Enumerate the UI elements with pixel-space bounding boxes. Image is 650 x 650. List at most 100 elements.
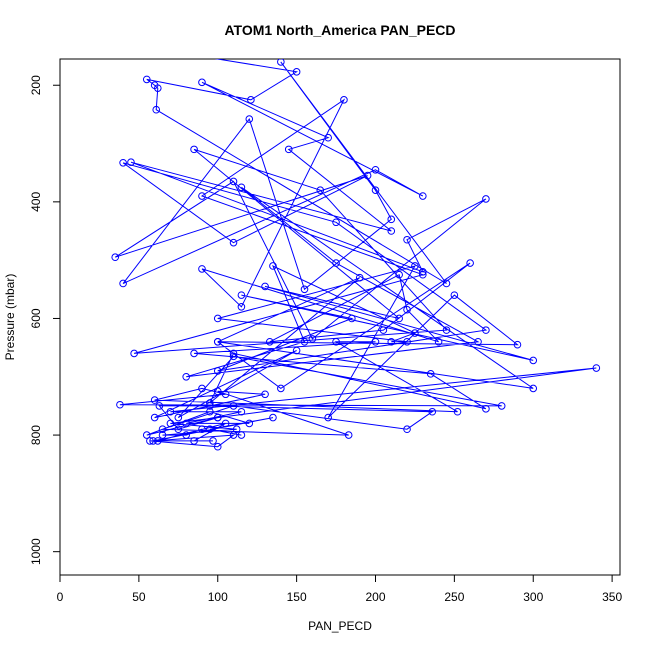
data-point [158,431,167,439]
data-point [300,337,309,346]
data-point [474,337,482,346]
data-point [379,326,388,334]
data-point [182,419,190,428]
data-point [403,425,411,434]
data-point [88,35,95,42]
x-axis-label: PAN_PECD [308,619,372,633]
data-point [387,227,396,235]
data-point [245,419,254,428]
data-point [198,384,206,393]
data-point [442,279,451,288]
data-point [348,314,356,323]
data-point [213,337,222,346]
data-point [426,370,435,378]
data-point [247,96,255,104]
data-point [245,115,254,123]
data-point [198,265,206,273]
data-point [213,314,222,323]
data-point [158,425,167,434]
x-tick-label: 0 [57,590,64,604]
data-point [332,259,340,267]
data-point [206,399,214,407]
data-point [237,302,246,311]
data-point [198,425,206,434]
data-point [324,133,332,142]
data-point [182,372,190,381]
data-point [513,340,522,349]
data-point [403,235,411,244]
data-point [142,75,151,84]
data-point [116,400,124,409]
data-point [209,437,217,445]
y-tick-label: 1000 [29,538,43,565]
data-point [419,270,427,279]
data-point [344,431,353,439]
data-point [198,192,206,200]
data-point [482,326,490,334]
data-point [229,349,238,358]
data-point [237,407,246,416]
data-point [261,282,269,291]
data-point [355,273,364,282]
data-point [261,390,269,399]
data-point [371,337,380,346]
x-tick-label: 200 [365,590,385,604]
data-point [213,442,222,451]
data-point [403,305,411,314]
y-axis-label: Pressure (mbar) [3,274,17,361]
data-point [316,186,325,194]
y-tick-label: 600 [29,308,43,328]
data-point [592,364,601,372]
data-point [190,437,198,445]
data-point [154,84,162,92]
data-point [277,384,285,393]
x-tick-label: 250 [444,590,464,604]
x-tick-label: 50 [132,590,146,604]
y-tick-label: 400 [29,192,43,212]
data-point [419,192,427,200]
data-point [371,165,380,174]
data-point [221,390,230,399]
data-point [150,396,159,404]
data-point [150,413,159,422]
data-point [182,431,190,439]
data-point [395,314,403,323]
y-tick-label: 800 [29,425,43,445]
data-point [119,158,127,167]
x-axis: 0 50 100 150 200 250 300 350 [57,574,622,604]
data-point [130,349,138,358]
data-point [482,405,490,413]
x-tick-label: 150 [287,590,307,604]
data-point [442,326,451,334]
data-point [237,431,246,439]
data-point [277,59,285,66]
data-point [371,186,380,194]
data-point [419,268,427,276]
data-point [229,431,238,439]
data-point [450,291,459,299]
x-tick-label: 350 [602,590,622,604]
x-tick-label: 100 [208,590,228,604]
data-point [237,183,246,192]
data-point [363,171,372,180]
data-point [213,387,222,396]
data-point [482,195,490,203]
data-point [149,437,157,445]
data-point [213,413,222,422]
y-axis: 200 400 600 800 1000 [29,75,61,565]
data-point [387,215,396,224]
data-point [269,262,277,270]
data-point [387,337,396,346]
data-point [232,425,241,434]
data-point [453,407,462,416]
data-point [229,352,238,361]
data-point [229,402,238,410]
data-point [497,402,506,410]
data-point [198,78,206,87]
data-point [428,407,437,416]
data-point [213,367,222,375]
data-point [403,337,411,346]
series-line-group [114,59,597,448]
data-point [229,238,238,247]
data-point [190,145,198,154]
